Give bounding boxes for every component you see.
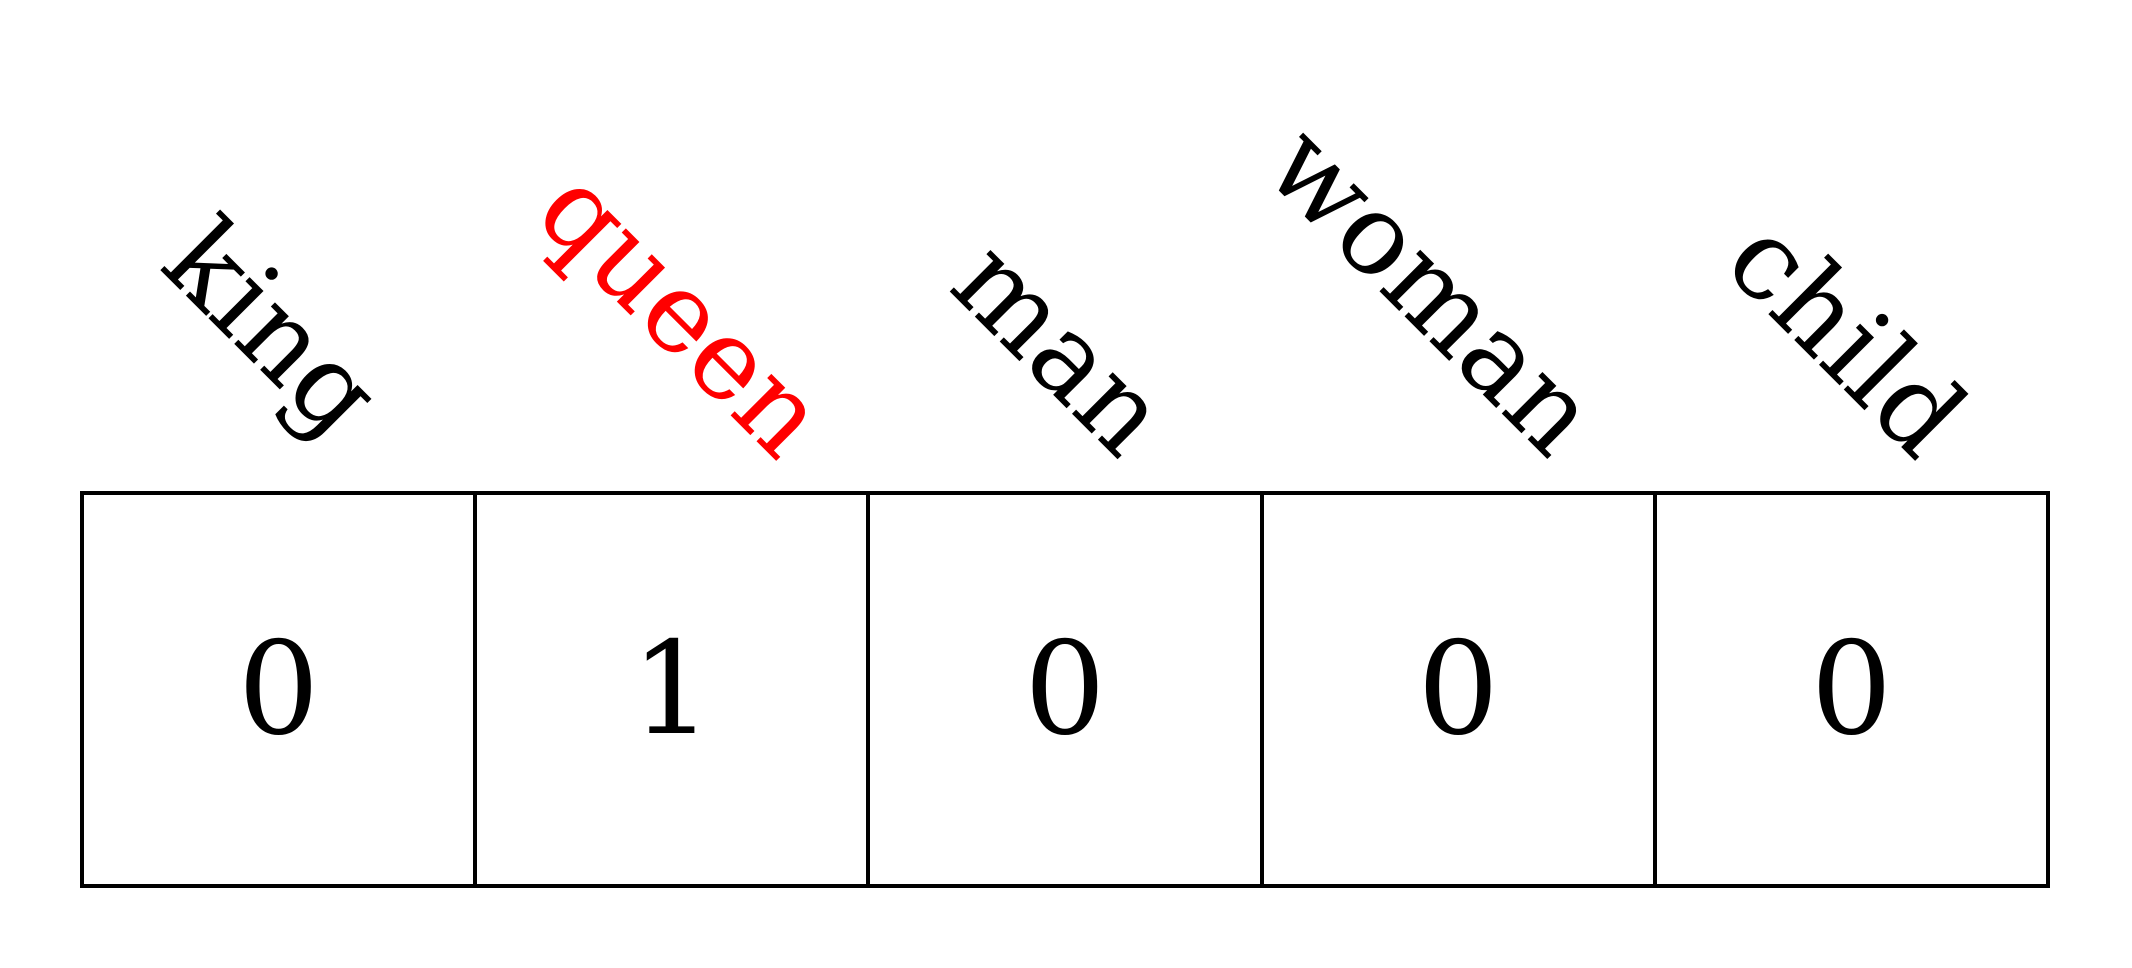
cell-value: 0: [1810, 614, 1893, 764]
cell-value: 0: [1024, 614, 1106, 764]
word-label-man: man: [927, 215, 1193, 481]
vector-grid: 0 1 0 0 0: [80, 491, 2050, 888]
word-label-queen: queen: [512, 143, 852, 483]
vector-cell-queen: 1: [477, 495, 871, 884]
word-label-woman: woman: [1241, 99, 1623, 481]
word-label-king: king: [138, 194, 406, 462]
cell-value: 1: [631, 614, 713, 764]
vector-cell-woman: 0: [1264, 495, 1657, 884]
vector-cell-man: 0: [870, 495, 1264, 884]
vector-cell-child: 0: [1657, 495, 2046, 884]
cell-value: 0: [237, 614, 320, 764]
word-label-child: child: [1701, 193, 1991, 483]
vector-cell-king: 0: [84, 495, 478, 884]
cell-value: 0: [1417, 614, 1499, 764]
